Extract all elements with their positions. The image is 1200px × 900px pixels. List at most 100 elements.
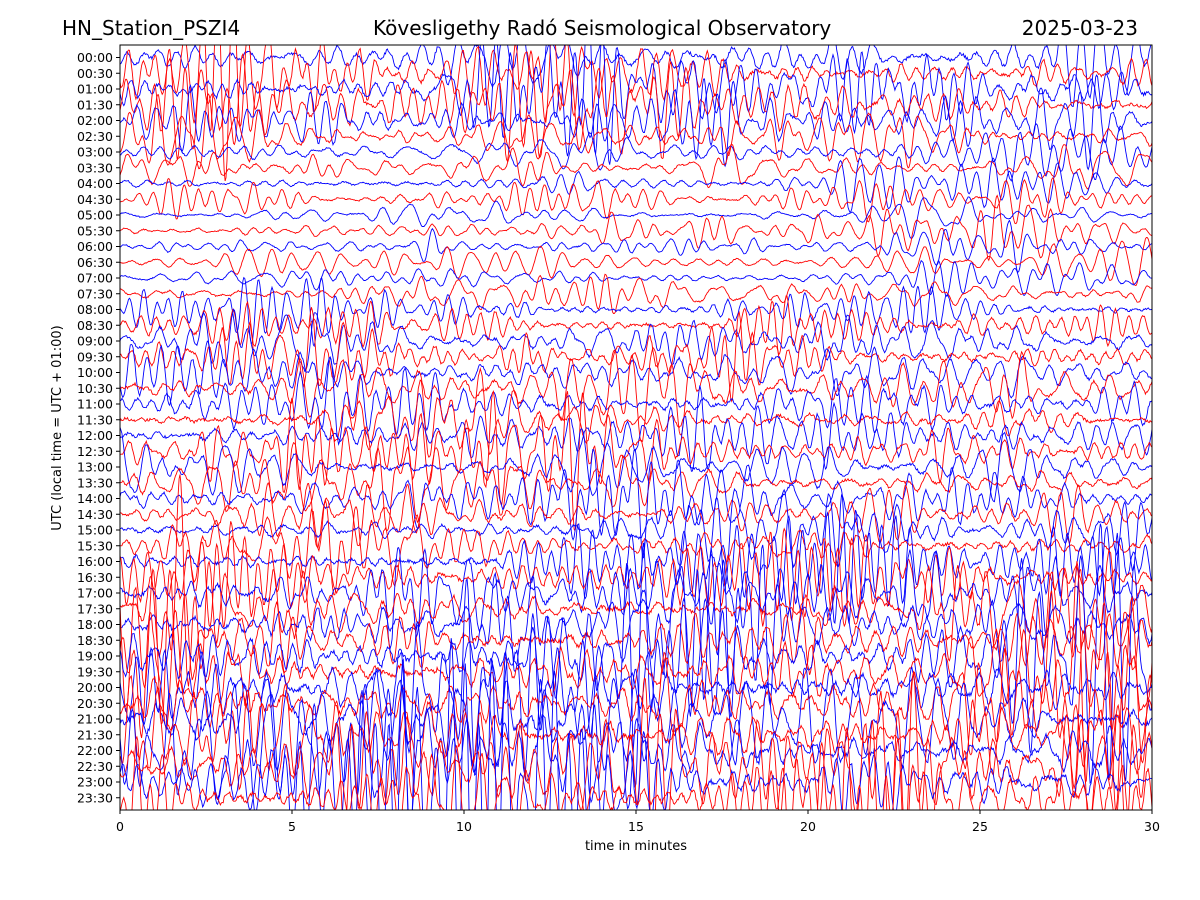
x-tick-label: 20 <box>800 819 816 834</box>
y-tick-label: 09:30 <box>77 349 113 364</box>
y-tick-label: 11:00 <box>77 397 113 412</box>
seismic-trace <box>120 670 1152 810</box>
seismic-trace <box>120 441 1152 531</box>
y-axis-label: UTC (local time = UTC + 01:00) <box>50 325 65 530</box>
y-tick-label: 17:00 <box>77 586 113 601</box>
y-tick-label: 09:00 <box>77 334 113 349</box>
seismic-trace <box>120 295 1152 356</box>
y-tick-label: 18:00 <box>77 617 113 632</box>
y-tick-label: 20:30 <box>77 696 113 711</box>
y-tick-label: 10:00 <box>77 365 113 380</box>
y-tick-label: 23:00 <box>77 775 113 790</box>
x-tick-label: 5 <box>288 819 296 834</box>
y-tick-label: 04:00 <box>77 176 113 191</box>
x-axis: 0 5 10 15 20 25 30 <box>116 810 1160 834</box>
seismic-trace <box>120 45 1152 165</box>
seismic-trace <box>120 474 1152 687</box>
seismic-trace <box>120 482 1152 549</box>
seismic-trace <box>120 367 1152 458</box>
x-axis-label: time in minutes <box>585 839 687 854</box>
trace-group <box>120 45 1152 810</box>
seismic-trace <box>120 45 1152 163</box>
y-tick-label: 15:30 <box>77 538 113 553</box>
y-tick-label: 14:30 <box>77 507 113 522</box>
x-tick-label: 15 <box>628 819 644 834</box>
y-tick-label: 16:00 <box>77 554 113 569</box>
y-tick-label: 02:30 <box>77 129 113 144</box>
y-tick-label: 00:00 <box>77 50 113 65</box>
y-tick-label: 03:00 <box>77 145 113 160</box>
y-tick-label: 00:30 <box>77 66 113 81</box>
seismic-trace <box>120 273 1152 314</box>
y-tick-label: 14:00 <box>77 491 113 506</box>
y-axis: 00:0000:3001:0001:3002:0002:3003:0003:30… <box>77 50 120 805</box>
y-tick-label: 19:00 <box>77 649 113 664</box>
seismic-trace <box>120 674 1152 791</box>
y-tick-label: 05:30 <box>77 223 113 238</box>
y-tick-label: 07:30 <box>77 286 113 301</box>
observatory-title: Kövesligethy Radó Seismological Observat… <box>373 16 832 40</box>
seismic-trace <box>120 684 1152 810</box>
y-tick-label: 21:00 <box>77 712 113 727</box>
seismic-trace <box>120 630 1152 810</box>
seismic-trace <box>120 340 1152 407</box>
seismic-trace <box>120 499 1152 596</box>
seismic-trace <box>120 546 1152 651</box>
seismic-trace <box>120 308 1152 373</box>
y-tick-label: 12:00 <box>77 428 113 443</box>
seismic-trace <box>120 177 1152 225</box>
y-tick-label: 23:30 <box>77 790 113 805</box>
seismic-trace <box>120 544 1152 718</box>
y-tick-label: 08:30 <box>77 318 113 333</box>
seismic-trace <box>120 259 1152 297</box>
x-tick-label: 0 <box>116 819 124 834</box>
seismic-trace <box>120 487 1152 587</box>
seismic-trace <box>120 385 1152 472</box>
y-tick-label: 07:00 <box>77 271 113 286</box>
seismic-trace <box>120 144 1152 190</box>
seismic-trace <box>120 346 1152 442</box>
seismic-trace <box>120 720 1152 810</box>
y-tick-label: 11:30 <box>77 412 113 427</box>
y-tick-label: 13:30 <box>77 475 113 490</box>
seismic-trace <box>120 521 1152 629</box>
seismic-trace <box>120 123 1152 182</box>
seismic-trace <box>120 45 1152 108</box>
y-tick-label: 21:30 <box>77 727 113 742</box>
y-tick-label: 10:30 <box>77 381 113 396</box>
y-tick-label: 05:00 <box>77 208 113 223</box>
seismic-trace <box>120 390 1152 533</box>
seismic-trace <box>120 578 1152 776</box>
y-tick-label: 22:00 <box>77 743 113 758</box>
y-tick-label: 20:00 <box>77 680 113 695</box>
y-tick-label: 08:00 <box>77 302 113 317</box>
seismic-trace <box>120 219 1152 274</box>
x-tick-label: 10 <box>456 819 472 834</box>
seismic-trace <box>120 194 1152 262</box>
y-tick-label: 02:00 <box>77 113 113 128</box>
seismic-trace <box>120 237 1152 286</box>
y-tick-label: 16:30 <box>77 570 113 585</box>
y-tick-label: 03:30 <box>77 160 113 175</box>
seismic-trace <box>120 568 1152 725</box>
x-tick-label: 25 <box>972 819 988 834</box>
seismic-trace <box>120 93 1152 170</box>
y-tick-label: 06:00 <box>77 239 113 254</box>
date-label: 2025-03-23 <box>1021 16 1138 40</box>
seismic-trace <box>120 45 1152 182</box>
y-tick-label: 13:00 <box>77 460 113 475</box>
station-label: HN_Station_PSZI4 <box>62 16 241 40</box>
y-tick-label: 17:30 <box>77 601 113 616</box>
plot-frame <box>119 44 1153 811</box>
seismic-trace <box>120 196 1152 240</box>
seismic-trace <box>120 666 1152 772</box>
y-tick-label: 12:30 <box>77 444 113 459</box>
seismic-trace <box>120 307 1152 403</box>
y-tick-label: 19:30 <box>77 664 113 679</box>
y-tick-label: 22:30 <box>77 759 113 774</box>
y-tick-label: 01:30 <box>77 97 113 112</box>
y-tick-label: 15:00 <box>77 523 113 538</box>
x-tick-label: 30 <box>1144 819 1160 834</box>
seismic-trace <box>120 638 1152 810</box>
